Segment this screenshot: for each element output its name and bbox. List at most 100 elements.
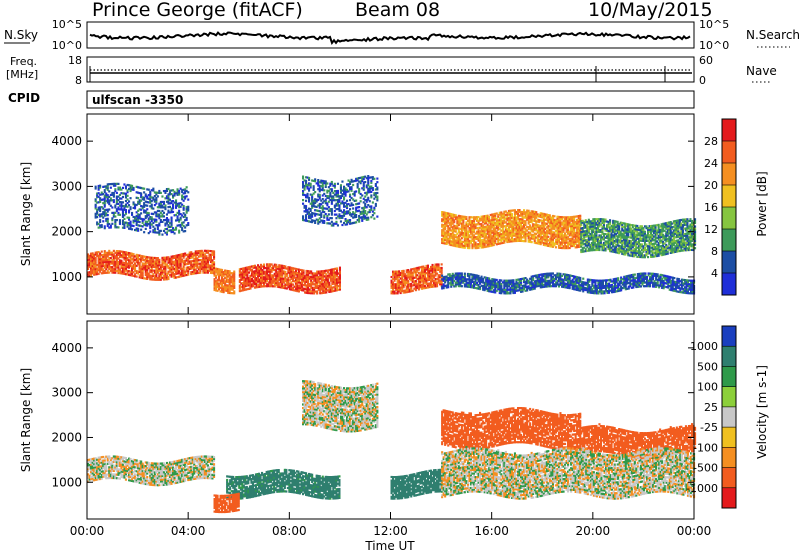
heatmap-cell [257, 276, 260, 280]
heatmap-cell [396, 283, 399, 286]
heatmap-cell [299, 285, 302, 288]
heatmap-cell [414, 285, 417, 288]
heatmap-cell [275, 271, 278, 274]
heatmap-cell [244, 288, 247, 291]
heatmap-cell [477, 216, 480, 219]
heatmap-cell [325, 282, 328, 285]
heatmap-cell [243, 267, 246, 270]
heatmap-cell [121, 201, 124, 204]
heatmap-cell [219, 283, 222, 286]
heatmap-cell [473, 234, 476, 237]
heatmap-cell [93, 259, 96, 262]
heatmap-cell [233, 292, 236, 295]
heatmap-cell [444, 228, 447, 231]
heatmap-cell [181, 274, 184, 278]
noise-trace [89, 31, 691, 45]
heatmap-cell [258, 285, 261, 288]
heatmap-cell [117, 262, 120, 265]
heatmap-cell [187, 268, 190, 271]
heatmap-cell [325, 269, 328, 272]
heatmap-cell [178, 261, 181, 264]
heatmap-cell [144, 255, 147, 258]
heatmap-cell [273, 263, 276, 266]
heatmap-cell [257, 271, 260, 274]
heatmap-cell [329, 272, 332, 275]
heatmap-cell [281, 275, 284, 278]
heatmap-cell [294, 269, 297, 272]
heatmap-cell [320, 282, 323, 286]
heatmap-cell [102, 264, 105, 267]
heatmap-cell [258, 283, 261, 287]
heatmap-cell [304, 284, 307, 287]
heatmap-cell [131, 211, 134, 215]
heatmap-cell [471, 223, 474, 226]
heatmap-cell [426, 282, 429, 285]
heatmap-cell [219, 268, 222, 271]
heatmap-cell [258, 271, 261, 274]
heatmap-cell [165, 263, 168, 266]
heatmap-cell [211, 268, 214, 271]
heatmap-cell [287, 282, 290, 285]
heatmap-cell [129, 252, 132, 255]
heatmap-cell [338, 266, 341, 269]
heatmap-cell [291, 267, 294, 270]
heatmap-cell [399, 272, 402, 275]
heatmap-cell [483, 236, 486, 240]
heatmap-cell [281, 272, 284, 275]
heatmap-cell [293, 285, 296, 288]
heatmap-cell [243, 278, 246, 281]
heatmap-cell [276, 273, 279, 276]
heatmap-cell [332, 279, 335, 282]
heatmap-cell [445, 235, 448, 238]
heatmap-cell [422, 283, 425, 286]
heatmap-cell [460, 233, 463, 236]
heatmap-cell [147, 265, 150, 268]
heatmap-cell [437, 267, 440, 270]
heatmap-cell [252, 285, 255, 288]
heatmap-cell [319, 274, 322, 277]
heatmap-cell [167, 259, 170, 262]
heatmap-cell [150, 256, 153, 259]
heatmap-cell [282, 272, 285, 275]
heatmap-cell [479, 219, 482, 222]
heatmap-cell [118, 253, 121, 257]
heatmap-cell [260, 267, 263, 270]
heatmap-cell [203, 267, 206, 270]
heatmap-cell [105, 260, 108, 263]
heatmap-cell [428, 271, 431, 274]
heatmap-cell [269, 281, 272, 284]
heatmap-cell [392, 288, 395, 291]
heatmap-cell [457, 223, 460, 227]
heatmap-cell [105, 262, 108, 265]
heatmap-cell [457, 220, 460, 223]
heatmap-cell [297, 275, 300, 278]
heatmap-cell [319, 270, 322, 273]
heatmap-cell [404, 278, 407, 281]
heatmap-cell [466, 239, 469, 242]
heatmap-cell [456, 220, 459, 223]
heatmap-cell [215, 287, 218, 290]
heatmap-cell [474, 232, 477, 235]
heatmap-cell [431, 280, 434, 283]
heatmap-cell [462, 226, 465, 229]
heatmap-cell [480, 228, 483, 231]
heatmap-cell [454, 228, 457, 231]
heatmap-cell [129, 263, 132, 266]
heatmap-cell [206, 264, 209, 267]
heatmap-cell [167, 276, 170, 279]
heatmap-cell [250, 274, 253, 277]
heatmap-cell [310, 270, 313, 273]
heatmap-cell [474, 236, 477, 239]
heatmap-cell [91, 263, 94, 266]
heatmap-cell [253, 277, 256, 280]
heatmap-cell [335, 274, 338, 277]
heatmap-cell [284, 285, 287, 288]
heatmap-cell [334, 285, 337, 288]
heatmap-cell [164, 274, 167, 277]
heatmap-cell [471, 238, 474, 241]
heatmap-cell [132, 254, 135, 258]
heatmap-cell [440, 279, 443, 282]
heatmap-cell [275, 274, 278, 277]
heatmap-cell [428, 273, 431, 276]
heatmap-cell [244, 274, 247, 277]
